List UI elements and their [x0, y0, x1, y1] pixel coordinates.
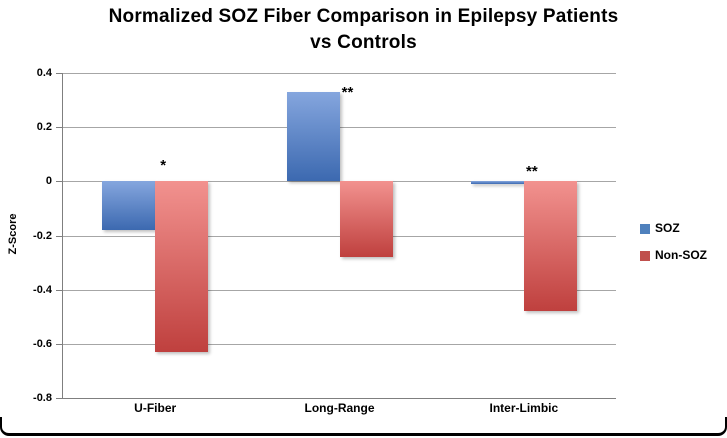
category-label: Inter-Limbic	[489, 401, 559, 415]
significance-marker: **	[341, 83, 354, 101]
chart-title-line1: Normalized SOZ Fiber Comparison in Epile…	[108, 6, 619, 27]
bar-soz-long-range	[286, 91, 340, 182]
y-axis-tick	[56, 127, 62, 129]
y-axis-tick	[56, 398, 62, 399]
legend: SOZ Non-SOZ	[640, 221, 707, 275]
plot-area	[63, 73, 616, 399]
gridline	[63, 73, 616, 74]
chart-title: Normalized SOZ Fiber Comparison in Epile…	[0, 4, 727, 56]
y-axis-tick	[56, 181, 62, 183]
bar-non-soz-u-fiber	[155, 181, 209, 352]
chart-title-line2: vs Controls	[310, 32, 417, 53]
non-soz-color-swatch	[640, 250, 650, 261]
legend-label-nonsoz: Non-SOZ	[655, 248, 707, 262]
frame-border	[0, 417, 727, 436]
legend-item-soz: SOZ	[640, 221, 707, 236]
y-axis-tick	[56, 235, 62, 237]
y-axis-tick	[56, 343, 62, 345]
gridline	[63, 127, 616, 129]
y-tick-label: -0.2	[33, 229, 52, 242]
gridline	[63, 343, 616, 345]
significance-marker: **	[525, 162, 538, 180]
bar-non-soz-inter-limbic	[523, 181, 577, 312]
bar-non-soz-long-range	[339, 181, 393, 258]
y-tick-label: 0	[45, 175, 52, 188]
legend-label-soz: SOZ	[655, 221, 680, 235]
significance-marker: *	[160, 157, 167, 175]
y-axis-tick	[56, 73, 62, 74]
category-label: U-Fiber	[134, 401, 177, 415]
bar-soz-inter-limbic	[470, 181, 524, 185]
y-axis-line	[62, 73, 63, 399]
y-tick-label: 0.4	[36, 67, 52, 79]
y-tick-label: -0.8	[33, 392, 52, 404]
y-tick-label: -0.4	[33, 283, 52, 296]
legend-item-nonsoz: Non-SOZ	[640, 248, 707, 263]
category-label: Long-Range	[304, 401, 375, 415]
gridline	[63, 398, 616, 399]
gridline	[63, 289, 616, 291]
bar-soz-u-fiber	[102, 181, 156, 231]
y-tick-label: 0.2	[36, 121, 52, 134]
y-tick-label: -0.6	[33, 337, 52, 350]
soz-color-swatch	[640, 223, 650, 234]
y-axis-tick	[56, 289, 62, 291]
